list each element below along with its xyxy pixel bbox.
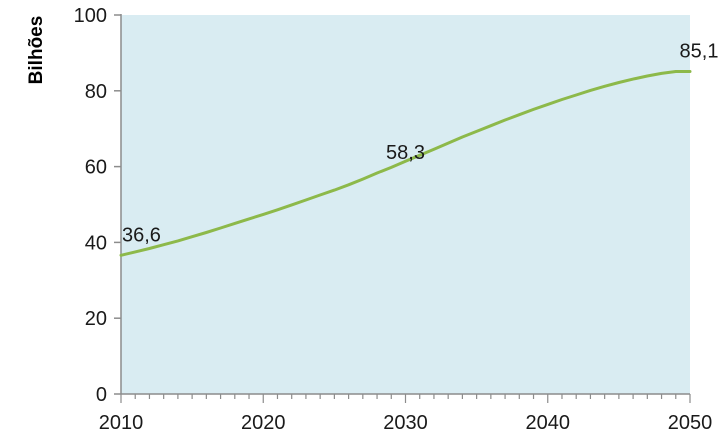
y-tick-label: 20 (85, 308, 107, 330)
y-axis-tick-labels: 0 20 40 60 80 100 (74, 5, 107, 406)
data-label: 58,3 (386, 142, 425, 164)
x-axis-tick-labels: 2010 2020 2030 2040 2050 (99, 412, 713, 434)
x-tick-label: 2040 (526, 412, 571, 434)
x-tick-label: 2050 (668, 412, 713, 434)
x-tick-label: 2010 (99, 412, 144, 434)
y-axis-ticks (114, 14, 121, 395)
x-tick-label: 2020 (241, 412, 286, 434)
data-label: 36,6 (122, 224, 161, 246)
y-tick-label: 100 (74, 5, 107, 27)
y-tick-label: 60 (85, 157, 107, 179)
y-axis-title: Bilhões (26, 16, 47, 85)
series-line (119, 70, 692, 257)
y-tick-label: 80 (85, 81, 107, 103)
plot-area-background (121, 15, 690, 394)
x-tick-label: 2030 (383, 412, 428, 434)
y-tick-label: 40 (85, 232, 107, 254)
y-tick-label: 0 (96, 384, 107, 406)
x-axis-ticks (120, 394, 691, 403)
data-labels: 36,6 58,3 85,1 (122, 40, 718, 246)
data-label: 85,1 (680, 40, 719, 62)
